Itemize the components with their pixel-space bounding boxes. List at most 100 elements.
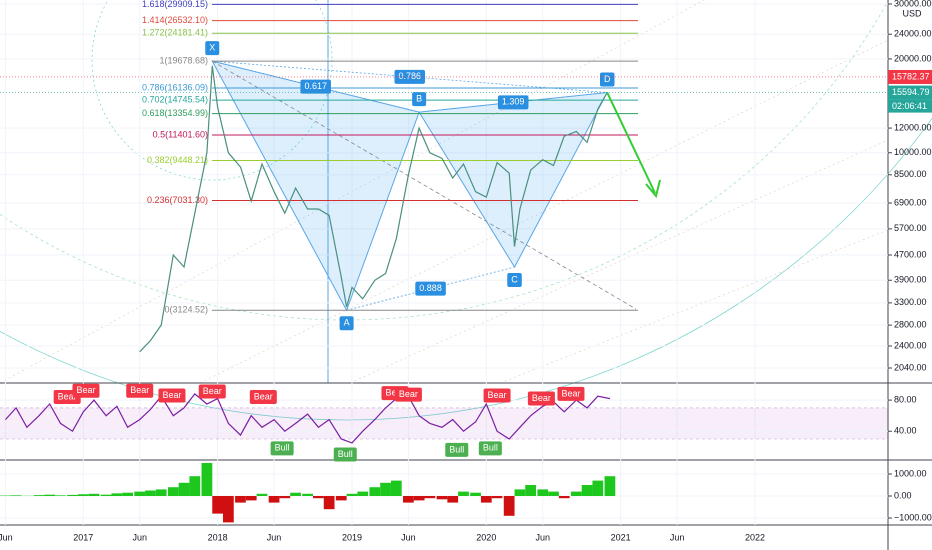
oscillator-bar <box>212 495 224 514</box>
y-tick-label: 6900.00 <box>894 197 927 207</box>
oscillator-bar <box>67 494 78 496</box>
oscillator-bar <box>256 493 268 496</box>
rsi-signal <box>483 388 511 403</box>
rsi-line <box>4 393 611 444</box>
oscillator-bar <box>548 491 559 496</box>
y-tick-label: 30000.00 <box>894 0 932 8</box>
fib-label: 0.382(9448.21) <box>147 155 208 165</box>
x-tick-label: Jun <box>267 532 282 542</box>
rsi-signal-text: Bear <box>162 390 181 400</box>
oscillator-bar <box>279 495 291 499</box>
rsi-signal <box>394 387 422 402</box>
pattern-point <box>205 41 220 56</box>
pattern-ratio-text: 1.309 <box>502 97 525 107</box>
pattern-point <box>412 92 427 107</box>
rsi-band <box>0 407 888 439</box>
oscillator-bar <box>33 495 45 496</box>
fan-line <box>0 0 705 384</box>
pattern-ratio-line <box>212 60 420 113</box>
price-tag <box>888 85 932 100</box>
x-tick-label: 2019 <box>342 532 362 542</box>
pattern-ratio-text: 0.617 <box>304 81 327 91</box>
rsi-signal <box>478 441 502 456</box>
fib-label: 1(19678.68) <box>159 55 208 65</box>
pattern-point-text: C <box>511 274 518 284</box>
oscillator-bar <box>245 495 257 501</box>
oscillator-bar <box>346 493 358 496</box>
oscillator-bar <box>167 487 179 496</box>
rsi-signal-text: Bear <box>532 393 551 403</box>
y-tick-label: 0.00 <box>894 490 912 500</box>
price-tag <box>888 69 932 84</box>
oscillator-bar <box>302 493 314 496</box>
oscillator-bar <box>10 495 22 496</box>
x-tick-label: 2017 <box>73 532 93 542</box>
countdown-box <box>888 99 932 113</box>
oscillator-bar <box>357 491 369 496</box>
oscillator-bar <box>570 491 582 496</box>
fib-label: 0.702(14745.54) <box>142 95 208 105</box>
rsi-signal <box>158 388 186 403</box>
oscillator-bar <box>491 495 503 499</box>
oscillator-bar <box>77 494 89 496</box>
pattern-point-text: D <box>604 74 611 84</box>
fib-arc <box>91 0 333 181</box>
fib-label: 1.414(26532.10) <box>142 15 208 25</box>
oscillator-bar <box>424 495 436 499</box>
rsi-signal-text: Bear <box>488 390 507 400</box>
x-tick-label: Jun <box>670 532 685 542</box>
x-tick-label: Jun <box>0 532 13 542</box>
rsi-signal <box>445 442 469 457</box>
y-tick-label: 8500.00 <box>894 169 927 179</box>
trend-line <box>212 60 637 310</box>
oscillator-bar <box>111 493 123 496</box>
y-tick-label: 10000.00 <box>894 147 932 157</box>
oscillator-bar <box>413 495 425 501</box>
rsi-signal <box>527 391 555 406</box>
oscillator-bar <box>100 494 112 496</box>
fib-label: 0(3124.52) <box>164 305 208 315</box>
x-tick-label: Jun <box>535 532 550 542</box>
y-tick-label: 2800.00 <box>894 319 927 329</box>
oscillator-bar <box>514 489 526 496</box>
fib-label: 0.236(7031.30) <box>147 195 208 205</box>
y-tick-label: 3300.00 <box>894 297 927 307</box>
oscillator-bar <box>403 495 414 503</box>
oscillator-bar <box>537 489 549 496</box>
y-tick-label: 3900.00 <box>894 275 927 285</box>
pattern-ratio <box>415 281 446 296</box>
rsi-signal-text: Bull <box>483 443 498 453</box>
pattern-ratio <box>497 95 529 110</box>
x-tick-label: 2021 <box>611 532 631 542</box>
fib-arc <box>0 117 932 421</box>
rsi-signal <box>333 447 357 462</box>
projection-arrow <box>606 92 656 194</box>
oscillator-bar <box>558 495 570 499</box>
fib-label: 0.5(11401.60) <box>153 129 208 139</box>
x-tick-label: Jun <box>132 532 147 542</box>
y-tick-label: 5700.00 <box>894 223 927 233</box>
oscillator-bar <box>178 482 190 496</box>
rsi-signal-text: Bear <box>399 389 418 399</box>
rsi-signal-text: Bull <box>449 444 464 454</box>
rsi-signal-text: Bear <box>254 391 273 401</box>
y-tick-label: −1000.00 <box>894 512 932 522</box>
oscillator-bar <box>313 495 324 499</box>
rsi-signal-text: Bear <box>561 388 580 398</box>
fan-line <box>349 139 889 384</box>
y-tick-label: 1000.00 <box>894 468 927 478</box>
rsi-signal <box>557 386 585 401</box>
rsi-signal-text: Bull <box>338 449 353 459</box>
pattern-ratio <box>300 79 331 94</box>
price-tag-label: 15594.79 <box>892 87 930 97</box>
oscillator-bar <box>134 491 146 496</box>
x-tick-label: 2018 <box>208 532 228 542</box>
oscillator-bar <box>470 492 481 496</box>
pattern-point <box>339 316 354 331</box>
x-tick-label: 2022 <box>745 532 765 542</box>
oscillator-bar <box>155 489 167 496</box>
oscillator-bar <box>480 495 492 503</box>
rsi-signal-text: Bear <box>58 391 77 401</box>
oscillator-bar <box>525 484 537 496</box>
